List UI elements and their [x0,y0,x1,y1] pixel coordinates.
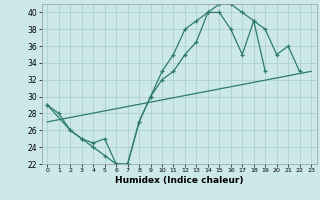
X-axis label: Humidex (Indice chaleur): Humidex (Indice chaleur) [115,176,244,185]
